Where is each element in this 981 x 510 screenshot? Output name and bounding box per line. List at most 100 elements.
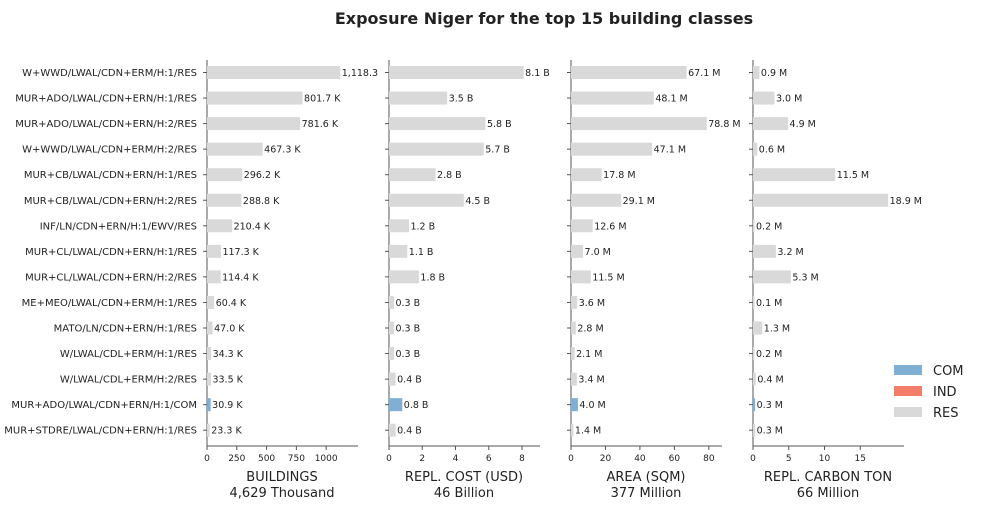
legend-swatch <box>894 365 922 375</box>
x-tick-label: 0 <box>568 454 574 464</box>
bar-value-label: 3.0 M <box>776 94 802 105</box>
bar-value-label: 78.8 M <box>708 119 740 130</box>
bar <box>753 117 789 131</box>
bar <box>389 193 464 207</box>
category-label: MUR+STDRE/LWAL/CDN+ERN/H:1/RES <box>4 426 197 437</box>
legend-swatch <box>894 407 922 417</box>
bar-value-label: 4.5 B <box>465 196 490 207</box>
bar-value-label: 3.4 M <box>578 375 604 386</box>
bar <box>571 270 591 284</box>
x-axis-total: 46 Billion <box>434 486 494 501</box>
x-tick-label: 15 <box>855 454 866 464</box>
bar-value-label: 23.3 K <box>211 426 242 437</box>
bar <box>753 347 755 361</box>
category-label: INF/LN/CDN+ERN/H:1/EWV/RES <box>40 221 197 232</box>
bar-value-label: 3.2 M <box>777 247 803 258</box>
x-tick-label: 750 <box>288 454 305 464</box>
chart-title: Exposure Niger for the top 15 building c… <box>335 9 753 28</box>
bar <box>207 91 303 105</box>
bar-value-label: 60.4 K <box>216 298 247 309</box>
bar-value-label: 34.3 K <box>213 349 244 360</box>
bar-value-label: 1,118.3 <box>342 68 378 79</box>
bar-value-label: 1.4 M <box>575 426 601 437</box>
x-axis-title: REPL. COST (USD) <box>405 470 523 485</box>
bar <box>207 244 221 258</box>
bar-value-label: 1.8 B <box>420 272 445 283</box>
legend-label: COM <box>933 364 964 379</box>
bar-value-label: 0.2 M <box>756 221 782 232</box>
bar-value-label: 781.6 K <box>302 119 339 130</box>
bar-value-label: 4.9 M <box>790 119 816 130</box>
x-tick-label: 1000 <box>315 454 338 464</box>
bar <box>207 142 263 156</box>
bar <box>571 423 574 437</box>
x-tick-label: 0 <box>386 454 392 464</box>
category-label: MUR+ADO/LWAL/CDN+ERN/H:2/RES <box>15 119 197 130</box>
x-tick-label: 500 <box>258 454 275 464</box>
bar <box>753 91 775 105</box>
bar <box>571 142 653 156</box>
category-label: MUR+CB/LWAL/CDN+ERN/H:1/RES <box>24 170 197 181</box>
bar <box>389 372 396 386</box>
bar-value-label: 3.6 M <box>579 298 605 309</box>
category-label: MUR+CL/LWAL/CDN+ERN/H:2/RES <box>25 272 197 283</box>
category-label: MUR+CB/LWAL/CDN+ERN/H:2/RES <box>24 196 197 207</box>
bar-value-label: 467.3 K <box>264 145 301 156</box>
bar-value-label: 11.5 M <box>592 272 624 283</box>
bar-value-label: 2.1 M <box>576 349 602 360</box>
bar-value-label: 12.6 M <box>594 221 626 232</box>
legend-label: RES <box>933 406 959 421</box>
bar-value-label: 1.1 B <box>409 247 434 258</box>
bar-value-label: 0.3 B <box>395 298 420 309</box>
x-tick-label: 10 <box>819 454 831 464</box>
x-tick-label: 4 <box>453 454 459 464</box>
category-label: MUR+CL/LWAL/CDN+ERN/H:1/RES <box>25 247 197 258</box>
bar <box>571 193 622 207</box>
bar-value-label: 3.5 B <box>449 94 474 105</box>
bar <box>389 423 396 437</box>
bar <box>753 398 756 412</box>
bar <box>389 321 394 335</box>
bar <box>753 270 791 284</box>
bar <box>571 91 654 105</box>
x-axis-total: 4,629 Thousand <box>230 486 335 501</box>
bar <box>571 66 687 79</box>
x-axis-total: 66 Million <box>797 486 860 501</box>
bar <box>207 270 221 284</box>
bar <box>207 117 301 131</box>
category-label: W/LWAL/CDL+ERM/H:1/RES <box>60 349 197 360</box>
x-axis-title: AREA (SQM) <box>606 470 685 485</box>
bar <box>571 372 577 386</box>
bar-value-label: 5.3 M <box>792 272 818 283</box>
bar-value-label: 5.8 B <box>487 119 512 130</box>
x-tick-label: 0 <box>750 454 756 464</box>
bar <box>753 372 756 386</box>
bar-value-label: 0.8 B <box>404 400 429 411</box>
bar-value-label: 0.2 M <box>756 349 782 360</box>
x-axis-title: BUILDINGS <box>246 470 317 485</box>
x-tick-label: 80 <box>703 454 715 464</box>
x-axis-total: 377 Million <box>611 486 682 501</box>
x-axis-title: REPL. CARBON TON <box>764 470 892 485</box>
bar <box>207 372 211 386</box>
x-tick-label: 60 <box>669 454 681 464</box>
category-label: ME+MEO/LWAL/CDN+ERM/H:1/RES <box>22 298 197 309</box>
bar-value-label: 7.0 M <box>585 247 611 258</box>
bar <box>389 117 486 131</box>
x-tick-label: 40 <box>634 454 646 464</box>
x-tick-label: 0 <box>204 454 210 464</box>
bar-value-label: 0.3 B <box>395 324 420 335</box>
x-tick-label: 2 <box>419 454 425 464</box>
bar-value-label: 117.3 K <box>222 247 259 258</box>
bar-value-label: 288.8 K <box>243 196 280 207</box>
x-tick-label: 8 <box>519 454 525 464</box>
bar <box>571 347 575 361</box>
bar <box>389 244 408 258</box>
bar-value-label: 2.8 M <box>577 324 603 335</box>
category-label: MUR+ADO/LWAL/CDN+ERN/H:1/RES <box>15 94 197 105</box>
bar <box>389 219 409 233</box>
bar-value-label: 30.9 K <box>212 400 243 411</box>
bar <box>389 168 436 182</box>
bar <box>389 142 484 156</box>
